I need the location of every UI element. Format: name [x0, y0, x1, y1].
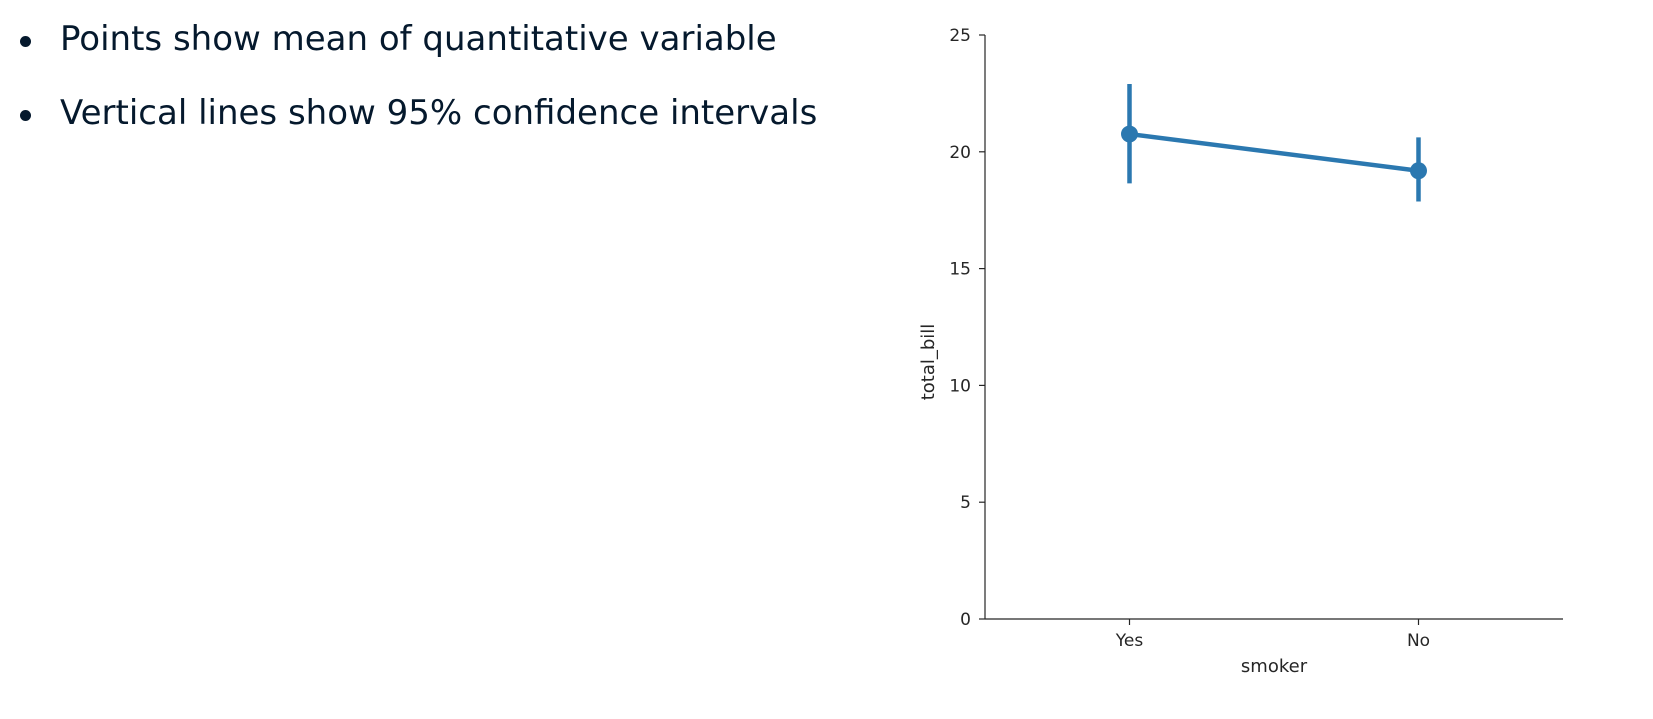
bullet-confidence-intervals: Vertical lines show 95% confidence inter… — [0, 84, 880, 142]
y-tick-label: 15 — [949, 260, 971, 280]
bullet-list: Points show mean of quantitative variabl… — [0, 10, 880, 158]
y-tick-label: 5 — [960, 493, 971, 513]
x-tick-label-no: No — [1407, 631, 1430, 651]
y-tick-label: 25 — [949, 26, 971, 46]
y-tick-label: 10 — [949, 376, 971, 396]
x-tick-label-yes: Yes — [1115, 631, 1144, 651]
chart-axes: 0 5 10 15 20 25 Yes No — [949, 26, 1563, 651]
x-axis-label: smoker — [1241, 656, 1308, 677]
y-axis-label: total_bill — [918, 324, 939, 401]
mean-point-no — [1410, 162, 1427, 180]
series-line — [1127, 131, 1421, 173]
bullet-points-mean: Points show mean of quantitative variabl… — [0, 10, 880, 68]
y-tick-label: 0 — [960, 610, 971, 630]
mean-point-yes — [1121, 125, 1138, 143]
chart-marks — [1121, 84, 1427, 202]
y-tick-label: 20 — [949, 143, 971, 163]
